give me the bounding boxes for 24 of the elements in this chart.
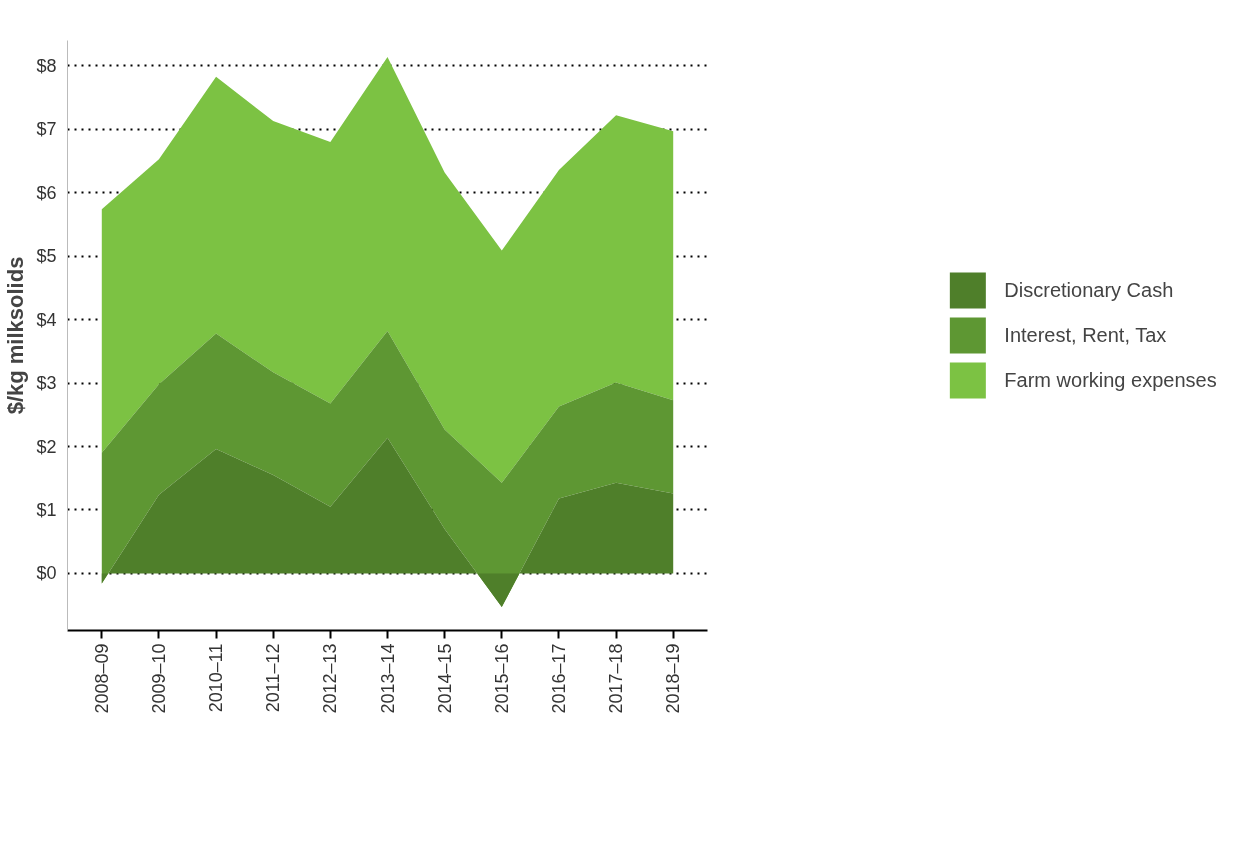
y-tick-label: $5 — [36, 246, 57, 267]
y-tick-label: $6 — [36, 182, 57, 203]
legend-label: Interest, Rent, Tax — [1004, 323, 1167, 347]
y-tick-label: $0 — [36, 563, 57, 584]
x-tick-label: 2014–15 — [434, 643, 455, 714]
y-tick-label: $4 — [36, 309, 57, 330]
x-tick-label: 2017–18 — [606, 643, 627, 714]
x-tick-label: 2015–16 — [491, 643, 512, 714]
x-tick-label: 2012–13 — [320, 643, 341, 714]
x-tick-label: 2016–17 — [548, 643, 569, 714]
y-tick-label: $2 — [36, 436, 57, 457]
x-tick-label: 2008–09 — [91, 643, 112, 714]
legend-label: Farm working expenses — [1004, 368, 1217, 392]
x-tick-label: 2013–14 — [377, 643, 398, 714]
y-tick-label: $1 — [36, 499, 57, 520]
x-tick-label: 2011–12 — [263, 643, 284, 713]
x-tick-label: 2018–19 — [663, 643, 684, 714]
x-tick-label: 2010–11 — [206, 643, 227, 713]
y-tick-label: $3 — [36, 373, 57, 394]
y-axis-title: $/kg milksolids — [3, 256, 29, 415]
y-tick-label: $7 — [36, 119, 57, 140]
x-tick-label: 2009–10 — [148, 643, 169, 714]
legend-label: Discretionary Cash — [1004, 278, 1174, 302]
y-tick-label: $8 — [36, 55, 57, 76]
